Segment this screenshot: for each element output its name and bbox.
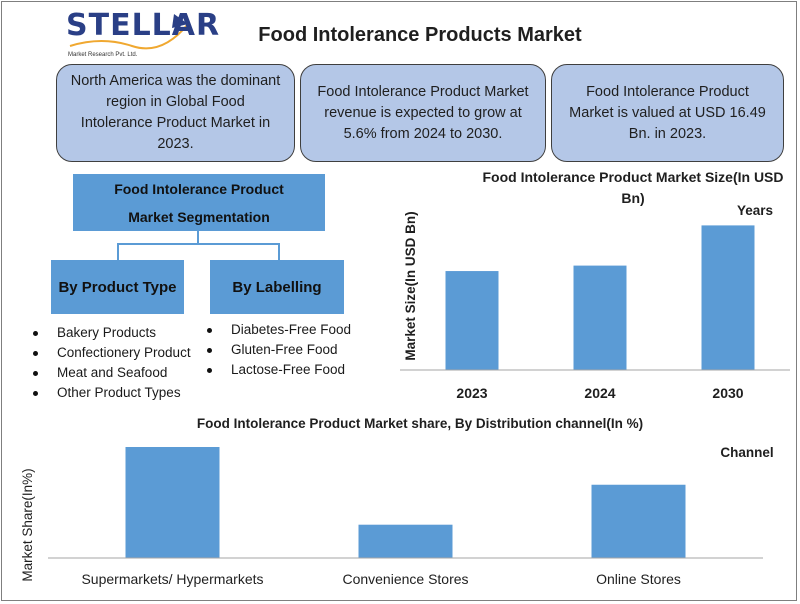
seg-connector-bar bbox=[117, 243, 280, 245]
seg-connector-stem bbox=[197, 231, 199, 244]
x-axis-label: Channel bbox=[720, 445, 773, 460]
product-type-list: Bakery Products Confectionery Product Me… bbox=[31, 323, 191, 403]
seg-connector-left bbox=[117, 243, 119, 260]
category-label: Convenience Stores bbox=[342, 571, 468, 587]
info-box-value-text: Food Intolerance Product Market is value… bbox=[569, 83, 766, 142]
market-share-chart: Supermarkets/ Hypermarkets Convenience St… bbox=[20, 445, 774, 587]
labelling-list: Diabetes-Free Food Gluten-Free Food Lact… bbox=[205, 320, 351, 380]
logo-tagline: Market Research Pvt. Ltd. bbox=[68, 52, 138, 58]
list-item: Bakery Products bbox=[31, 323, 191, 343]
logo-text: STELLAR bbox=[66, 8, 221, 43]
category-label: 2023 bbox=[456, 385, 487, 401]
list-item: Meat and Seafood bbox=[31, 363, 191, 383]
list-item: Diabetes-Free Food bbox=[205, 320, 351, 340]
bar bbox=[358, 524, 453, 558]
info-box-growth-text: Food Intolerance Product Market revenue … bbox=[317, 83, 529, 142]
segmentation-heading: Food Intolerance Product Market Segmenta… bbox=[73, 174, 325, 231]
segmentation-heading-line2: Market Segmentation bbox=[128, 209, 270, 225]
size-chart-title: Food Intolerance Product Market Size(In … bbox=[482, 169, 784, 206]
list-item: Confectionery Product bbox=[31, 343, 191, 363]
info-box-region: North America was the dominant region in… bbox=[56, 64, 295, 162]
category-label: 2024 bbox=[584, 385, 615, 401]
share-chart-title: Food Intolerance Product Market share, B… bbox=[196, 416, 644, 431]
list-item: Lactose-Free Food bbox=[205, 360, 351, 380]
category-label: Online Stores bbox=[596, 571, 681, 587]
y-axis-label: Market Size(In USD Bn) bbox=[403, 211, 418, 360]
info-box-region-text: North America was the dominant region in… bbox=[70, 73, 281, 152]
category-label: 2030 bbox=[712, 385, 743, 401]
bar bbox=[125, 447, 220, 558]
seg-connector-right bbox=[278, 243, 280, 260]
logo-swoosh-icon bbox=[69, 14, 189, 50]
info-box-value: Food Intolerance Product Market is value… bbox=[551, 64, 784, 162]
y-axis-label: Market Share(In%) bbox=[20, 468, 35, 581]
segmentation-heading-line1: Food Intolerance Product bbox=[114, 181, 284, 197]
category-label: Supermarkets/ Hypermarkets bbox=[81, 571, 263, 587]
info-box-growth: Food Intolerance Product Market revenue … bbox=[300, 64, 546, 162]
x-axis-label: Years bbox=[737, 203, 773, 218]
stellar-logo: STELLAR Market Research Pvt. Ltd. bbox=[62, 6, 219, 64]
segment-product-type-label: By Product Type bbox=[58, 278, 177, 296]
segment-product-type: By Product Type bbox=[51, 260, 184, 314]
list-item: Other Product Types bbox=[31, 383, 191, 403]
page-title: Food Intolerance Products Market bbox=[258, 24, 582, 46]
segment-labelling-label: By Labelling bbox=[232, 278, 322, 296]
market-size-chart: 2023 2024 2030 Years Market Size(In USD Bn) bbox=[400, 203, 790, 401]
bar bbox=[591, 484, 686, 558]
segment-labelling: By Labelling bbox=[210, 260, 344, 314]
bar bbox=[445, 271, 499, 370]
bar bbox=[573, 265, 627, 370]
list-item: Gluten-Free Food bbox=[205, 340, 351, 360]
bar bbox=[701, 225, 755, 370]
